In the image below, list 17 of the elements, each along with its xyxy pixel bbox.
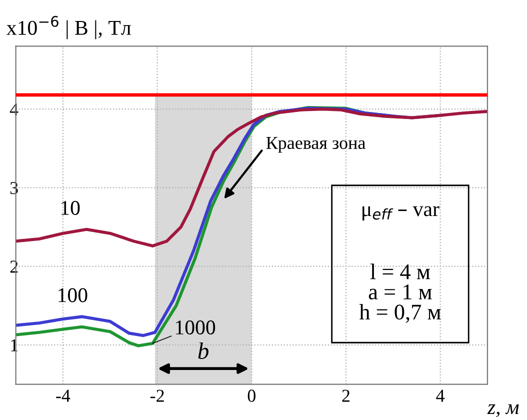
x-tick-label: -4 bbox=[56, 390, 70, 402]
series-label: 1000 bbox=[176, 320, 216, 334]
annotation: Краевая зона bbox=[266, 137, 366, 153]
annotation: a = 1 м bbox=[368, 284, 432, 300]
x-tick-label: 0 bbox=[248, 390, 256, 402]
annotation: h = 0,7 м bbox=[359, 304, 441, 323]
series-label: 100 bbox=[58, 288, 88, 302]
x-tick-label: 4 bbox=[436, 390, 445, 402]
x-tick-label: -2 bbox=[150, 390, 164, 402]
series-label: 10 bbox=[61, 200, 80, 215]
y-axis-title: x10$^{−6}$ | B |, Тл bbox=[6, 16, 131, 40]
y-tick-label: 1 bbox=[11, 339, 18, 352]
x-tick-label: 2 bbox=[342, 390, 350, 402]
annotation: μ$_{eff}$ – var bbox=[362, 206, 440, 220]
band-label: b bbox=[198, 342, 208, 360]
annotation: l = 4 м bbox=[370, 264, 430, 280]
x-axis-title: z, м bbox=[487, 404, 519, 418]
